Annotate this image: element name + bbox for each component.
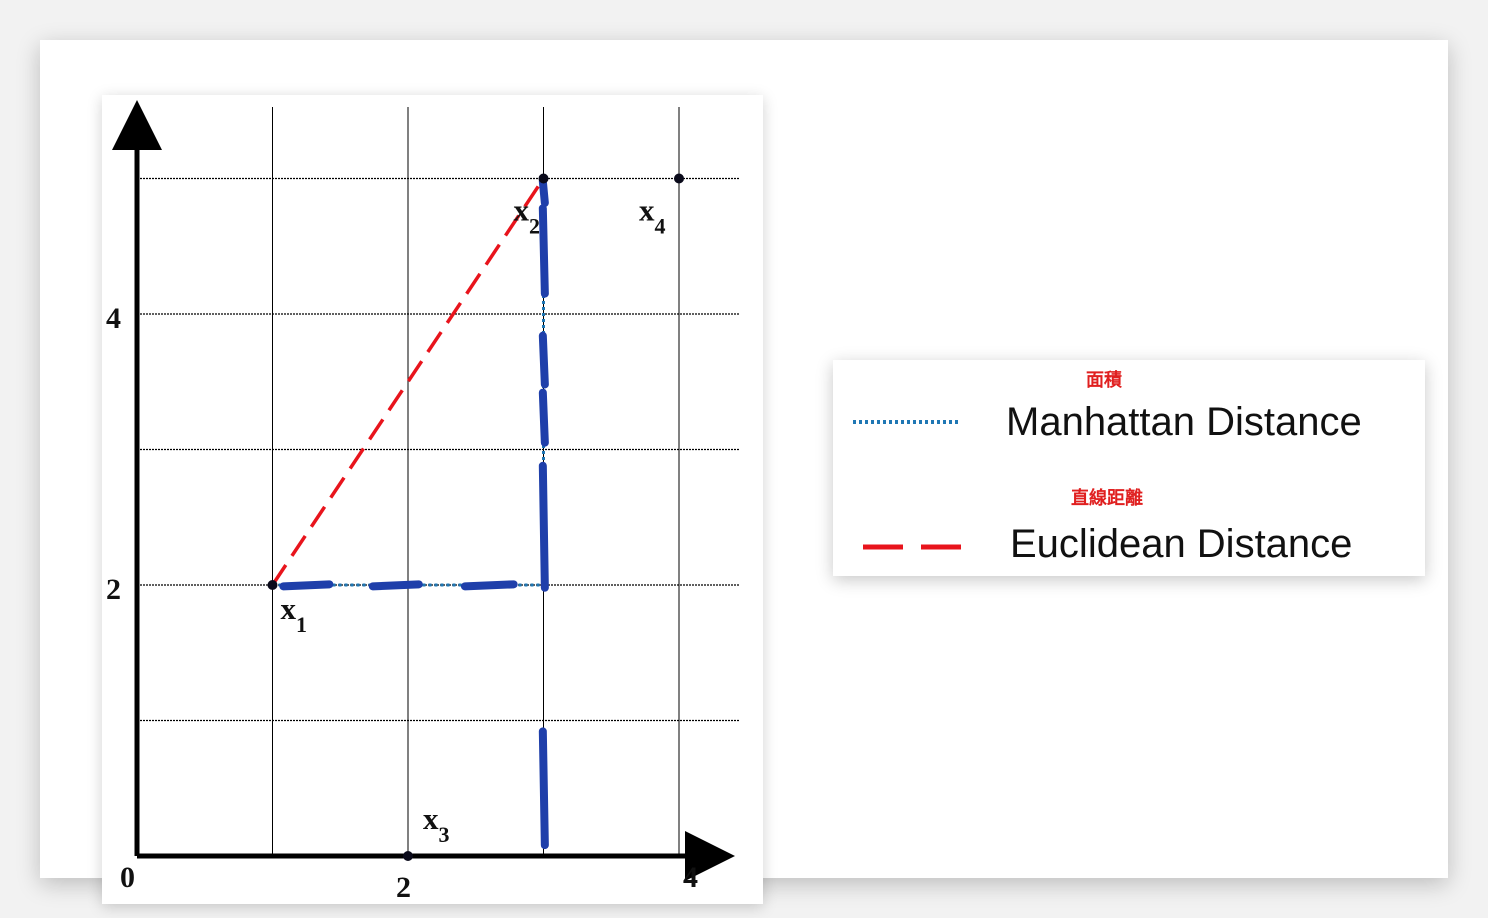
x-tick-4: 4	[683, 861, 698, 894]
y-tick-2: 2	[106, 573, 121, 606]
manhattan-swatch	[853, 420, 959, 424]
euclidean-label: Euclidean Distance	[1010, 522, 1353, 566]
x-tick-0: 0	[120, 861, 135, 894]
point-label-x4: x4	[639, 193, 666, 239]
manhattan-label: Manhattan Distance	[1006, 400, 1362, 444]
point-x4	[674, 173, 684, 184]
series	[271, 177, 549, 850]
tick-labels: 0 2 4 2 4	[106, 302, 698, 904]
manhattan-marker-stroke	[279, 580, 334, 591]
x-tick-2: 2	[396, 871, 411, 904]
manhattan-marker-stroke	[538, 461, 549, 592]
manhattan-marker-stroke	[538, 727, 549, 850]
point-x3	[403, 851, 413, 861]
distance-plot: x1 x2 x3 x4 0 2 4 2 4	[106, 100, 740, 904]
axes	[112, 100, 735, 881]
legend-note-euclidean: 直線距離	[1071, 488, 1143, 509]
legend-note-manhattan: 面積	[1086, 370, 1122, 391]
manhattan-marker-stroke	[460, 580, 518, 591]
point-label-x1: x1	[281, 591, 308, 637]
y-tick-4: 4	[106, 302, 121, 335]
points: x1 x2 x3 x4	[267, 173, 684, 861]
manhattan-marker-stroke	[368, 580, 423, 591]
point-label-x3: x3	[423, 801, 450, 847]
point-x2	[538, 173, 549, 184]
point-x1	[267, 580, 278, 590]
euclidean-swatch	[863, 544, 961, 550]
legend: 面積 Manhattan Distance 直線距離 Euclidean Dis…	[833, 360, 1425, 576]
manhattan-marker-stroke	[538, 331, 549, 389]
point-label-x2: x2	[514, 193, 541, 239]
plot-panel: x1 x2 x3 x4 0 2 4 2 4	[102, 95, 763, 904]
manhattan-marker-stroke	[538, 177, 549, 207]
euclidean-path	[271, 177, 545, 586]
manhattan-marker-stroke	[538, 388, 549, 447]
manhattan-marker-stroke	[538, 204, 549, 298]
